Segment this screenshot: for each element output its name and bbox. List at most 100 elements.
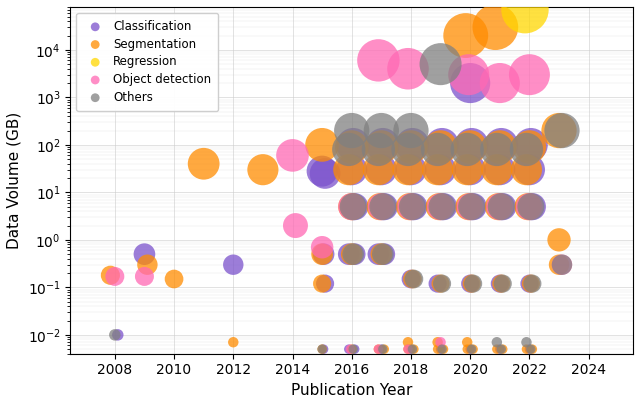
Others [462, 146, 472, 153]
Classification [435, 166, 445, 173]
Classification [495, 166, 505, 173]
Segmentation [467, 280, 477, 287]
Segmentation [526, 280, 536, 287]
Segmentation [409, 346, 419, 352]
Others [522, 146, 532, 153]
Segmentation [462, 346, 472, 352]
Object detection [373, 57, 383, 64]
Segmentation [554, 127, 564, 134]
Classification [435, 346, 445, 352]
Segmentation [407, 276, 417, 282]
Object detection [109, 273, 120, 280]
Segmentation [554, 237, 564, 243]
Classification [524, 280, 534, 287]
Segmentation [373, 166, 383, 173]
Others [378, 251, 388, 258]
Segmentation [317, 280, 327, 287]
Segmentation [522, 166, 532, 173]
Object detection [403, 66, 413, 72]
Segmentation [522, 346, 532, 352]
Classification [228, 262, 238, 268]
Segmentation [376, 251, 387, 258]
Classification [406, 346, 416, 352]
Segmentation [403, 346, 413, 352]
Segmentation [463, 203, 474, 210]
Segmentation [523, 203, 533, 210]
Segmentation [492, 346, 502, 352]
Segmentation [433, 166, 443, 173]
Classification [409, 203, 419, 210]
Segmentation [403, 339, 413, 345]
Classification [527, 203, 538, 210]
Segmentation [406, 144, 416, 150]
Others [437, 203, 447, 210]
Segmentation [142, 262, 152, 268]
Regression [520, 6, 530, 13]
Classification [495, 280, 505, 287]
Classification [317, 168, 327, 175]
Segmentation [347, 203, 357, 210]
Classification [524, 166, 534, 173]
Classification [407, 142, 417, 148]
Segmentation [404, 203, 415, 210]
Others [109, 332, 120, 338]
Segmentation [462, 166, 472, 173]
Classification [376, 346, 387, 352]
Classification [524, 346, 534, 352]
Others [527, 280, 538, 287]
Classification [376, 166, 387, 173]
Object detection [495, 203, 505, 210]
Object detection [406, 203, 416, 210]
Segmentation [317, 142, 327, 148]
Classification [465, 280, 476, 287]
Others [557, 127, 567, 134]
Others [409, 276, 419, 282]
Classification [379, 203, 389, 210]
Others [496, 203, 506, 210]
Classification [496, 142, 506, 148]
Segmentation [438, 346, 449, 352]
Classification [437, 142, 447, 148]
Classification [498, 203, 508, 210]
Classification [465, 80, 476, 86]
Segmentation [198, 160, 209, 167]
Classification [344, 251, 354, 258]
Segmentation [468, 346, 478, 352]
Others [492, 339, 502, 345]
Segmentation [465, 144, 476, 150]
Y-axis label: Data Volume (GB): Data Volume (GB) [7, 112, 22, 249]
Others [526, 203, 536, 210]
Object detection [140, 273, 150, 280]
Object detection [291, 222, 301, 229]
Object detection [403, 346, 413, 352]
Segmentation [317, 346, 327, 352]
Segmentation [493, 203, 504, 210]
Others [376, 127, 387, 134]
Object detection [465, 203, 476, 210]
Others [406, 127, 416, 134]
Classification [526, 142, 536, 148]
Others [437, 280, 447, 287]
Segmentation [105, 272, 115, 279]
Others [403, 146, 413, 153]
Others [522, 339, 532, 345]
Others [433, 146, 443, 153]
Others [348, 251, 358, 258]
Others [407, 346, 417, 352]
Classification [349, 203, 360, 210]
Segmentation [527, 346, 538, 352]
Classification [379, 251, 389, 258]
Object detection [345, 346, 355, 352]
Classification [465, 346, 476, 352]
Others [467, 346, 477, 352]
Object detection [524, 203, 534, 210]
Object detection [373, 346, 383, 352]
Others [347, 127, 357, 134]
Segmentation [347, 346, 357, 352]
Classification [406, 166, 416, 173]
X-axis label: Publication Year: Publication Year [291, 383, 412, 398]
Classification [348, 142, 358, 148]
Segmentation [317, 251, 327, 258]
Others [467, 203, 477, 210]
Segmentation [524, 144, 534, 150]
